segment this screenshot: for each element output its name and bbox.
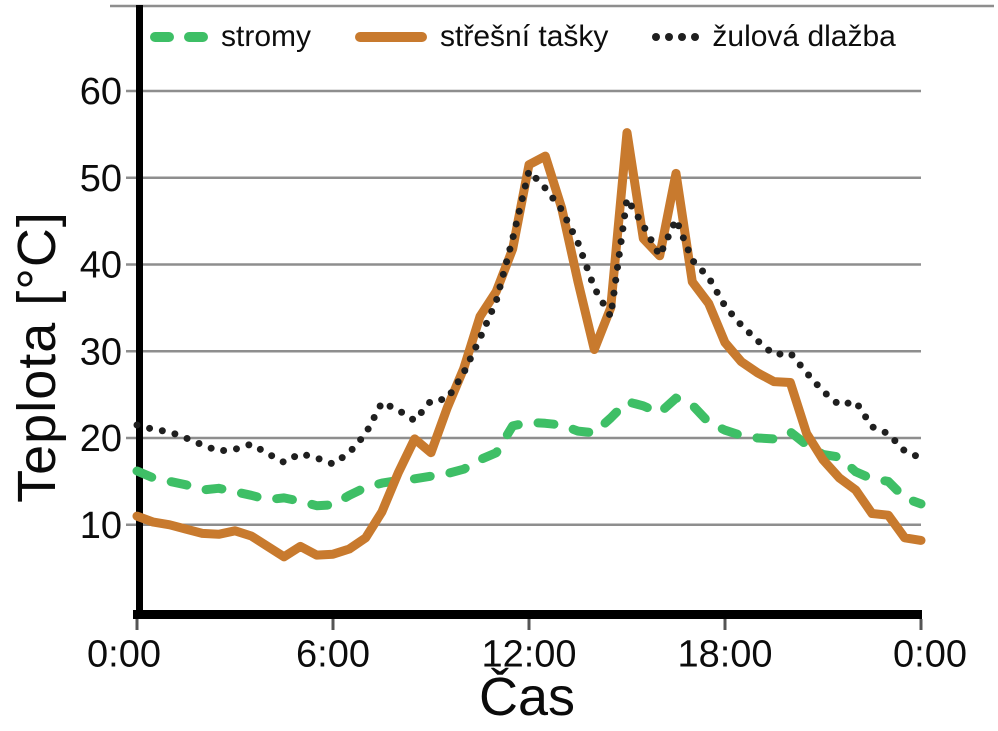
x-tick-label: 18:00 [677,633,772,675]
legend-label-stresni-tasky: střešní tašky [440,20,609,53]
x-tick-label: 0:00 [893,633,967,675]
x-tick-label: 12:00 [481,633,576,675]
legend-item-stromy: stromy [150,22,311,52]
series-line-2 [133,167,925,468]
series-line-1 [132,128,926,562]
legend-item-zulova-dlazba: žulová dlažba [652,20,896,53]
legend-label-zulova-dlazba: žulová dlažba [712,20,896,53]
y-tick-label: 20 [80,418,122,460]
x-axis-title: Čas [478,667,576,727]
stromy-dashed-line-swatch [150,32,208,42]
stresni-tasky-solid-line-swatch [355,32,427,42]
y-tick-label: 40 [80,245,122,287]
x-tick-label: 0:00 [87,633,161,675]
legend-label-stromy: stromy [221,20,311,53]
zulova-dlazba-dotted-line-swatch [652,33,700,41]
y-tick-label: 30 [80,331,122,373]
legend: stromy střešní tašky žulová dlažba [150,22,896,52]
y-axis-title: Teplota [°C] [7,211,67,503]
y-tick-label: 50 [80,158,122,200]
legend-item-stresni-tasky: střešní tašky [355,22,608,52]
x-tick-label: 6:00 [296,633,370,675]
y-tick-label: 60 [80,71,122,113]
series-line-0 [132,393,926,511]
y-tick-label: 10 [80,505,122,547]
